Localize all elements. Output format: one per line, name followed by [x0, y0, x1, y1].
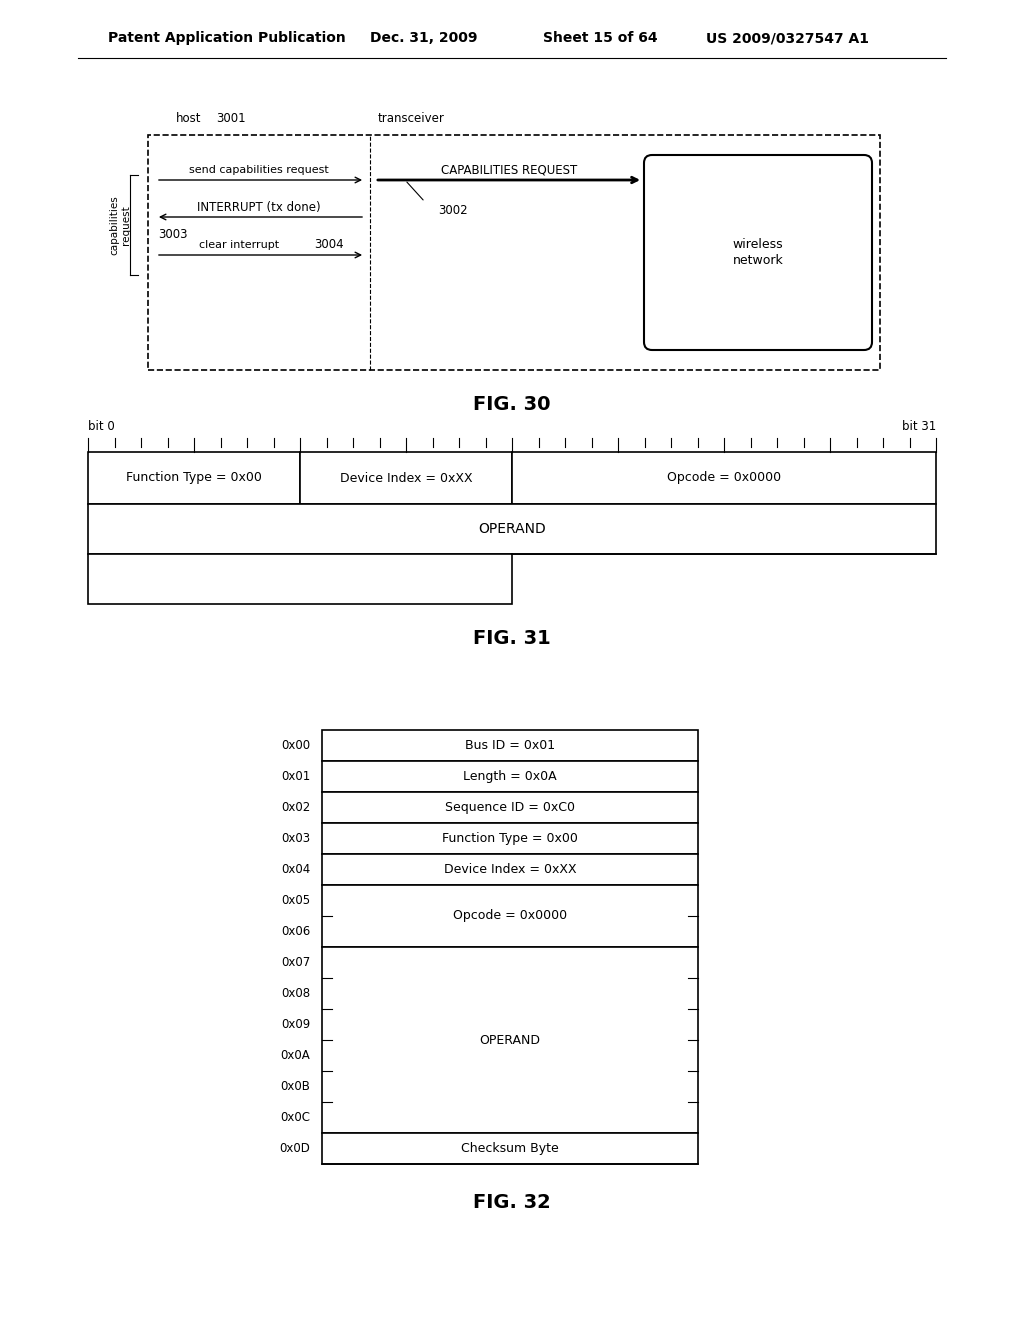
- Text: 0x04: 0x04: [281, 863, 310, 876]
- Bar: [322, 730, 698, 762]
- Bar: [322, 792, 698, 822]
- Text: CAPABILITIES REQUEST: CAPABILITIES REQUEST: [441, 164, 578, 177]
- Text: Sequence ID = 0xC0: Sequence ID = 0xC0: [445, 801, 575, 814]
- Bar: [322, 854, 698, 884]
- Text: Opcode = 0x0000: Opcode = 0x0000: [453, 909, 567, 923]
- Text: 0x0A: 0x0A: [281, 1049, 310, 1063]
- Text: 0x0D: 0x0D: [280, 1142, 310, 1155]
- FancyBboxPatch shape: [644, 154, 872, 350]
- Text: INTERRUPT (tx done): INTERRUPT (tx done): [198, 201, 321, 214]
- Text: OPERAND: OPERAND: [478, 521, 546, 536]
- Text: clear interrupt: clear interrupt: [199, 240, 280, 249]
- Bar: [300, 451, 512, 504]
- Text: 0x0B: 0x0B: [281, 1080, 310, 1093]
- Text: 3001: 3001: [216, 111, 246, 124]
- Text: 0x01: 0x01: [281, 770, 310, 783]
- Bar: [88, 504, 936, 554]
- Text: 0x05: 0x05: [281, 894, 310, 907]
- Text: FIG. 32: FIG. 32: [473, 1192, 551, 1212]
- Text: bit 0: bit 0: [88, 420, 115, 433]
- Text: 0x07: 0x07: [281, 956, 310, 969]
- Text: US 2009/0327547 A1: US 2009/0327547 A1: [706, 30, 869, 45]
- Text: Patent Application Publication: Patent Application Publication: [108, 30, 346, 45]
- Text: 0x09: 0x09: [281, 1018, 310, 1031]
- Text: Function Type = 0x00: Function Type = 0x00: [126, 471, 262, 484]
- Bar: [88, 451, 300, 504]
- Text: FIG. 31: FIG. 31: [473, 630, 551, 648]
- Text: 0x0C: 0x0C: [280, 1111, 310, 1125]
- Text: 0x06: 0x06: [281, 925, 310, 939]
- Bar: [88, 554, 512, 605]
- Text: Dec. 31, 2009: Dec. 31, 2009: [370, 30, 477, 45]
- Text: 3002: 3002: [438, 203, 468, 216]
- Bar: [148, 135, 880, 370]
- Text: capabilities
request: capabilities request: [110, 195, 131, 255]
- Text: FIG. 30: FIG. 30: [473, 396, 551, 414]
- Text: 3003: 3003: [158, 228, 187, 242]
- Text: Length = 0x0A: Length = 0x0A: [463, 770, 557, 783]
- Text: Sheet 15 of 64: Sheet 15 of 64: [543, 30, 657, 45]
- Text: Device Index = 0xXX: Device Index = 0xXX: [443, 863, 577, 876]
- Text: 0x00: 0x00: [281, 739, 310, 752]
- Bar: [322, 762, 698, 792]
- Text: Device Index = 0xXX: Device Index = 0xXX: [340, 471, 472, 484]
- Text: OPERAND: OPERAND: [479, 1034, 541, 1047]
- Text: 0x02: 0x02: [281, 801, 310, 814]
- Text: Opcode = 0x0000: Opcode = 0x0000: [667, 471, 781, 484]
- Text: host: host: [176, 111, 202, 124]
- Text: 0x08: 0x08: [281, 987, 310, 1001]
- Text: 0x03: 0x03: [281, 832, 310, 845]
- Bar: [322, 1133, 698, 1164]
- Text: wireless
network: wireless network: [732, 239, 783, 267]
- Text: Bus ID = 0x01: Bus ID = 0x01: [465, 739, 555, 752]
- Text: Checksum Byte: Checksum Byte: [461, 1142, 559, 1155]
- Bar: [512, 451, 936, 504]
- Bar: [322, 946, 698, 1133]
- Bar: [322, 884, 698, 946]
- Text: 3004: 3004: [314, 239, 344, 252]
- Text: bit 31: bit 31: [902, 420, 936, 433]
- Text: send capabilities request: send capabilities request: [189, 165, 329, 176]
- Text: Function Type = 0x00: Function Type = 0x00: [442, 832, 578, 845]
- Bar: [322, 822, 698, 854]
- Text: transceiver: transceiver: [378, 111, 444, 124]
